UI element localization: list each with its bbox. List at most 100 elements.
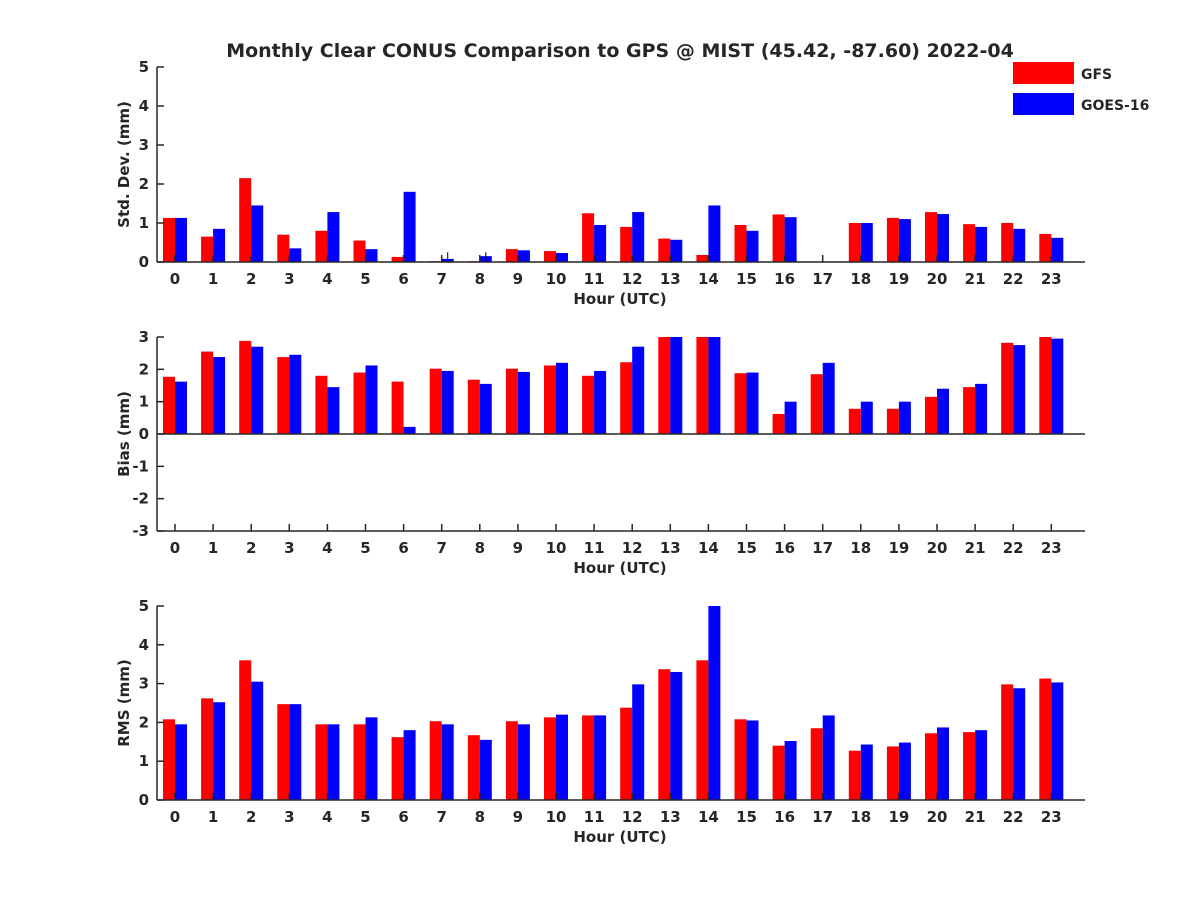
y-tick-label: 4 xyxy=(139,636,149,654)
y-tick-label: 4 xyxy=(139,97,149,115)
y-tick-label: 3 xyxy=(139,328,149,346)
x-tick-label: 23 xyxy=(1041,539,1062,557)
bar-gfs-21 xyxy=(963,732,976,800)
bar-goes-16-19 xyxy=(898,742,911,800)
bar-goes-16-11 xyxy=(594,370,607,434)
bar-gfs-0 xyxy=(163,719,175,800)
x-tick-label: 4 xyxy=(322,808,332,826)
bar-gfs-18 xyxy=(848,223,861,262)
y-tick-label: 1 xyxy=(139,393,149,411)
bar-gfs-14 xyxy=(696,337,709,434)
bar-goes-16-22 xyxy=(1013,688,1026,800)
bar-gfs-19 xyxy=(886,217,899,262)
x-tick-label: 12 xyxy=(622,270,643,288)
bar-gfs-5 xyxy=(353,240,366,262)
bar-gfs-12 xyxy=(620,226,633,262)
x-tick-label: 4 xyxy=(322,270,332,288)
x-axis-label: Hour (UTC) xyxy=(573,828,666,846)
bar-goes-16-5 xyxy=(365,717,378,800)
bar-gfs-2 xyxy=(239,178,252,262)
bar-gfs-2 xyxy=(239,660,252,800)
x-tick-label: 15 xyxy=(736,539,757,557)
x-tick-label: 6 xyxy=(398,270,408,288)
bar-goes-16-0 xyxy=(175,381,187,434)
x-tick-label: 5 xyxy=(360,539,370,557)
bar-goes-16-12 xyxy=(632,684,645,800)
bar-gfs-11 xyxy=(582,715,595,800)
x-tick-label: 0 xyxy=(170,808,180,826)
bar-goes-16-11 xyxy=(594,715,607,800)
bar-goes-16-18 xyxy=(860,223,873,262)
x-tick-label: 14 xyxy=(698,270,719,288)
bar-gfs-2 xyxy=(239,340,252,434)
bar-goes-16-19 xyxy=(898,219,911,262)
bar-goes-16-10 xyxy=(556,714,568,800)
x-tick-label: 16 xyxy=(774,808,795,826)
bar-gfs-12 xyxy=(620,707,633,800)
bar-goes-16-15 xyxy=(746,372,759,434)
bar-gfs-9 xyxy=(505,721,518,800)
x-tick-label: 18 xyxy=(850,270,871,288)
y-tick-label: 3 xyxy=(139,136,149,154)
x-tick-label: 4 xyxy=(322,539,332,557)
bar-goes-16-23 xyxy=(1051,237,1064,262)
x-tick-label: 7 xyxy=(436,808,446,826)
bar-goes-16-2 xyxy=(251,205,264,262)
bar-goes-16-4 xyxy=(327,387,340,434)
bar-gfs-10 xyxy=(544,365,556,434)
bar-goes-16-6 xyxy=(403,426,416,434)
bar-gfs-10 xyxy=(544,251,556,262)
x-tick-label: 9 xyxy=(513,270,523,288)
x-tick-label: 15 xyxy=(736,270,757,288)
x-tick-label: 13 xyxy=(660,270,681,288)
bar-goes-16-11 xyxy=(594,224,607,262)
plots-layer: 0 1 2 3 4 5 6 7 8 9 10 11 12 13 14 15 16 17 18 19 20 21 22 2301… xyxy=(115,58,1085,846)
bar-gfs-3 xyxy=(277,704,290,800)
x-axis-label: Hour (UTC) xyxy=(573,559,666,577)
bar-goes-16-12 xyxy=(632,212,645,262)
y-tick-label: 2 xyxy=(139,360,149,378)
x-tick-label: 8 xyxy=(475,539,485,557)
bar-gfs-7 xyxy=(429,368,442,434)
bar-goes-16-23 xyxy=(1051,338,1064,434)
bar-goes-16-3 xyxy=(289,354,302,434)
bar-goes-16-18 xyxy=(860,744,873,800)
bar-goes-16-6 xyxy=(403,191,416,262)
y-tick-label: 3 xyxy=(139,675,149,693)
bar-goes-16-13 xyxy=(670,671,683,800)
bar-goes-16-12 xyxy=(632,346,645,434)
x-tick-label: 20 xyxy=(927,539,948,557)
x-tick-label: 20 xyxy=(927,270,948,288)
bar-goes-16-17 xyxy=(822,362,835,434)
bar-goes-16-14 xyxy=(708,205,721,262)
bar-gfs-5 xyxy=(353,372,366,434)
bar-goes-16-7 xyxy=(441,370,454,434)
x-tick-label: 19 xyxy=(888,539,909,557)
y-tick-label: -1 xyxy=(132,457,149,475)
x-tick-label: 10 xyxy=(546,539,567,557)
x-tick-label: 23 xyxy=(1041,270,1062,288)
bar-gfs-8 xyxy=(467,735,480,800)
bar-gfs-19 xyxy=(886,408,899,434)
bar-gfs-4 xyxy=(315,375,328,434)
y-tick-label: 2 xyxy=(139,175,149,193)
x-tick-label: 5 xyxy=(360,270,370,288)
bar-gfs-22 xyxy=(1001,223,1014,262)
bar-goes-16-22 xyxy=(1013,228,1026,262)
bar-goes-16-15 xyxy=(746,720,759,800)
x-tick-label: 18 xyxy=(850,539,871,557)
bar-goes-16-20 xyxy=(937,727,949,800)
x-tick-label: 18 xyxy=(850,808,871,826)
bar-gfs-12 xyxy=(620,362,633,434)
bar-gfs-6 xyxy=(391,256,404,262)
bar-gfs-1 xyxy=(201,236,214,262)
x-tick-label: 2 xyxy=(246,808,256,826)
bar-goes-16-13 xyxy=(670,337,683,434)
x-tick-label: 7 xyxy=(436,270,446,288)
x-tick-label: 9 xyxy=(513,808,523,826)
bar-gfs-23 xyxy=(1039,337,1052,434)
x-tick-label: 22 xyxy=(1003,808,1024,826)
bar-gfs-15 xyxy=(734,224,747,262)
x-tick-label: 21 xyxy=(965,270,986,288)
